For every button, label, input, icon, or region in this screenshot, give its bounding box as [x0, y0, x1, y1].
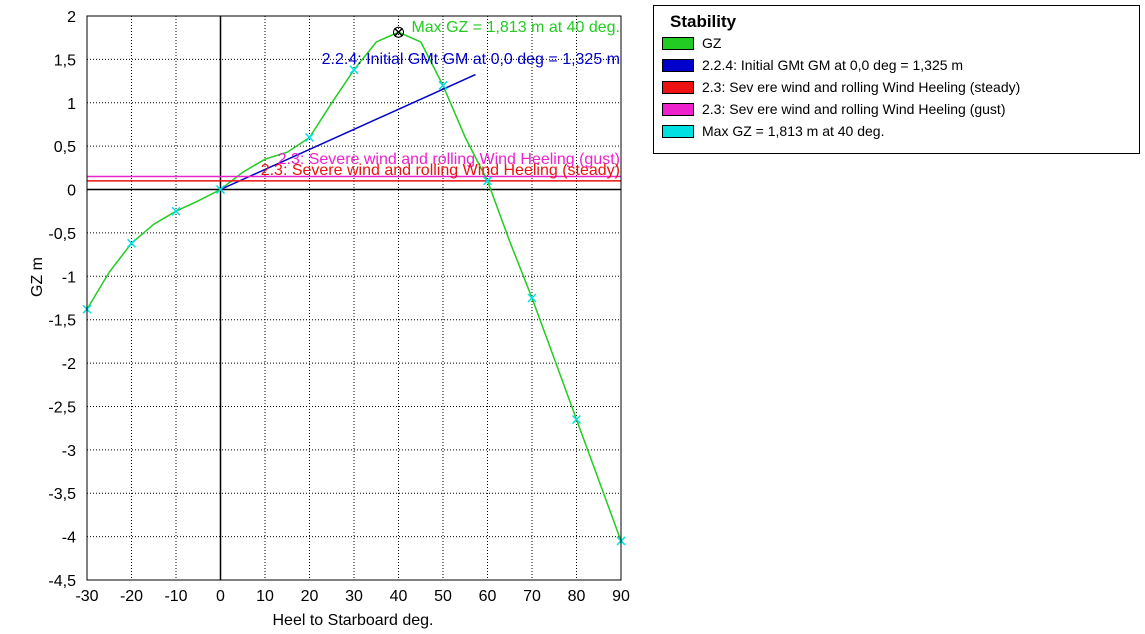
x-tick-label: 60	[479, 588, 497, 605]
x-tick-label: 10	[256, 588, 274, 605]
y-tick-label: 0,5	[54, 139, 76, 156]
legend-swatch	[662, 103, 694, 116]
gz-point-marker	[304, 132, 315, 143]
y-tick-label: 1,5	[54, 52, 76, 69]
x-tick-label: -10	[164, 588, 187, 605]
legend-swatch	[662, 59, 694, 72]
x-tick-label: -20	[120, 588, 143, 605]
y-tick-label: -4,5	[48, 573, 76, 590]
annotation-label: 2.3: Severe wind and rolling Wind Heelin…	[278, 151, 620, 168]
legend-label: Max GZ = 1,813 m at 40 deg.	[702, 123, 885, 139]
legend: Stability GZ 2.2.4: Initial GMt GM at 0,…	[653, 5, 1140, 154]
zero-lines	[87, 16, 621, 580]
marker-stroke	[393, 27, 404, 37]
y-tick-label: -3	[62, 443, 76, 460]
marker-stroke	[304, 132, 315, 143]
y-tick-label: -3,5	[48, 486, 76, 503]
legend-label: 2.3: Sev ere wind and rolling Wind Heeli…	[702, 79, 1021, 95]
y-tick-label: -4	[62, 530, 76, 547]
gz-point-marker	[527, 293, 537, 303]
max-gz-circle	[393, 26, 404, 38]
gz-point-marker	[215, 185, 226, 195]
legend-label: 2.3: Sev ere wind and rolling Wind Heeli…	[702, 101, 1006, 117]
annotation-label: 2.2.4: Initial GMt GM at 0,0 deg = 1,325…	[322, 51, 620, 68]
marker-stroke	[527, 293, 537, 303]
marker-stroke	[349, 65, 359, 75]
series-line-2-2-4-initial-gmt-gm-at-0-0-de	[220, 73, 476, 191]
grid	[86, 15, 622, 581]
y-tick-label: 1	[67, 96, 76, 113]
marker-stroke	[438, 80, 448, 90]
x-tick-label: 50	[434, 588, 452, 605]
x-tick-labels: -30 -20 -10 0 10 20 30 40 50 60 70 80 90	[75, 588, 630, 605]
legend-swatch	[662, 81, 694, 94]
x-tick-label: 70	[523, 588, 541, 605]
legend-swatch	[662, 125, 694, 138]
legend-label: GZ	[702, 35, 722, 51]
gz-point-marker	[349, 65, 359, 75]
x-axis-title: Heel to Starboard deg.	[273, 612, 434, 629]
marker-stroke	[571, 414, 582, 425]
gz-point-marker	[438, 80, 448, 90]
y-tick-label: -2	[62, 356, 76, 373]
y-tick-label: -2,5	[48, 399, 76, 416]
legend-label: 2.2.4: Initial GMt GM at 0,0 deg = 1,325…	[702, 57, 964, 73]
x-tick-label: 90	[612, 588, 630, 605]
marker-stroke	[482, 176, 493, 186]
x-tick-label: 40	[390, 588, 408, 605]
annotations-layer: Max GZ = 1,813 m at 40 deg. 2.2.4: Initia…	[261, 19, 620, 179]
marker-stroke	[126, 238, 137, 248]
x-tick-label: 20	[301, 588, 319, 605]
y-tick-label: 2	[67, 9, 76, 26]
gz-point-marker	[571, 414, 582, 425]
max-gz-marker	[393, 26, 404, 38]
gz-point-marker	[482, 176, 493, 186]
stability-chart: Max GZ = 1,813 m at 40 deg. 2.2.4: Initia…	[29, 9, 630, 629]
legend-title: Stability	[670, 12, 737, 31]
plot-frame	[86, 15, 622, 581]
legend-swatch	[662, 37, 694, 50]
x-tick-label: 0	[216, 588, 225, 605]
annotation-label: Max GZ = 1,813 m at 40 deg.	[411, 19, 620, 36]
markers-layer	[82, 26, 626, 546]
marker-stroke	[215, 185, 226, 195]
y-tick-label: -0,5	[48, 226, 76, 243]
y-axis-title: GZ m	[29, 257, 46, 297]
annotation-label: 2.3: Severe wind and rolling Wind Heelin…	[261, 162, 620, 179]
marker-stroke	[171, 206, 181, 216]
gz-point-marker	[171, 206, 181, 216]
y-tick-label: -1	[62, 269, 76, 286]
x-tick-label: -30	[75, 588, 98, 605]
y-tick-labels: -4,5 -4 -3,5 -3 -2,5 -2 -1,5 -1 -0,5 0 0,5 1 1,5 2	[48, 9, 76, 590]
y-tick-label: 0	[67, 183, 76, 200]
gz-point-marker	[126, 238, 137, 248]
x-tick-label: 80	[568, 588, 586, 605]
y-tick-label: -1,5	[48, 313, 76, 330]
x-tick-label: 30	[345, 588, 363, 605]
